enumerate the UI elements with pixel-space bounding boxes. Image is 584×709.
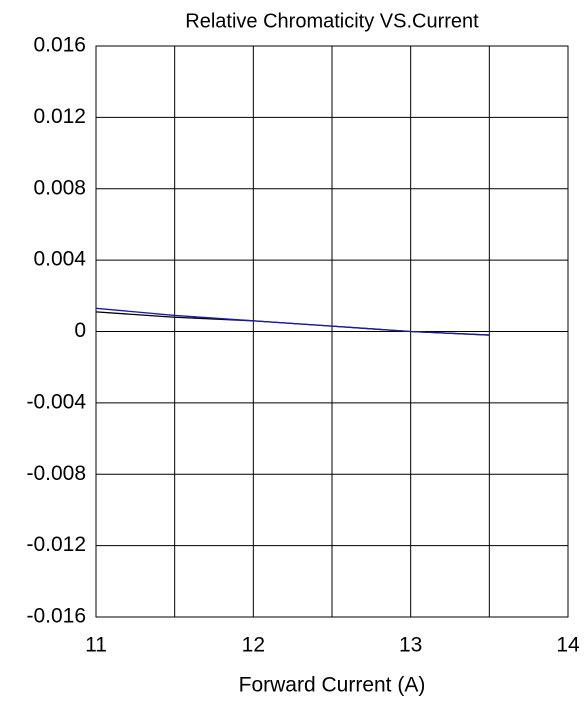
y-tick-label: 0.016 — [33, 34, 86, 57]
x-axis-label: Forward Current (A) — [239, 674, 426, 697]
y-tick-label: 0 — [74, 319, 86, 342]
x-tick-label: 14 — [556, 634, 580, 657]
y-tick-label: 0.004 — [33, 248, 86, 271]
x-tick-label: 13 — [399, 634, 422, 657]
y-tick-label: -0.004 — [26, 390, 86, 413]
series-line — [95, 307, 490, 336]
y-tick-label: 0.008 — [33, 176, 86, 199]
x-tick-label: 11 — [85, 634, 107, 657]
y-tick-label: -0.008 — [26, 462, 86, 485]
chart-title: Relative Chromaticity VS.Current — [185, 10, 479, 32]
y-tick-label: 0.012 — [33, 105, 86, 128]
x-tick-label: 12 — [242, 634, 265, 657]
y-tick-label: -0.016 — [26, 605, 86, 628]
y-tick-label: -0.012 — [26, 533, 86, 556]
